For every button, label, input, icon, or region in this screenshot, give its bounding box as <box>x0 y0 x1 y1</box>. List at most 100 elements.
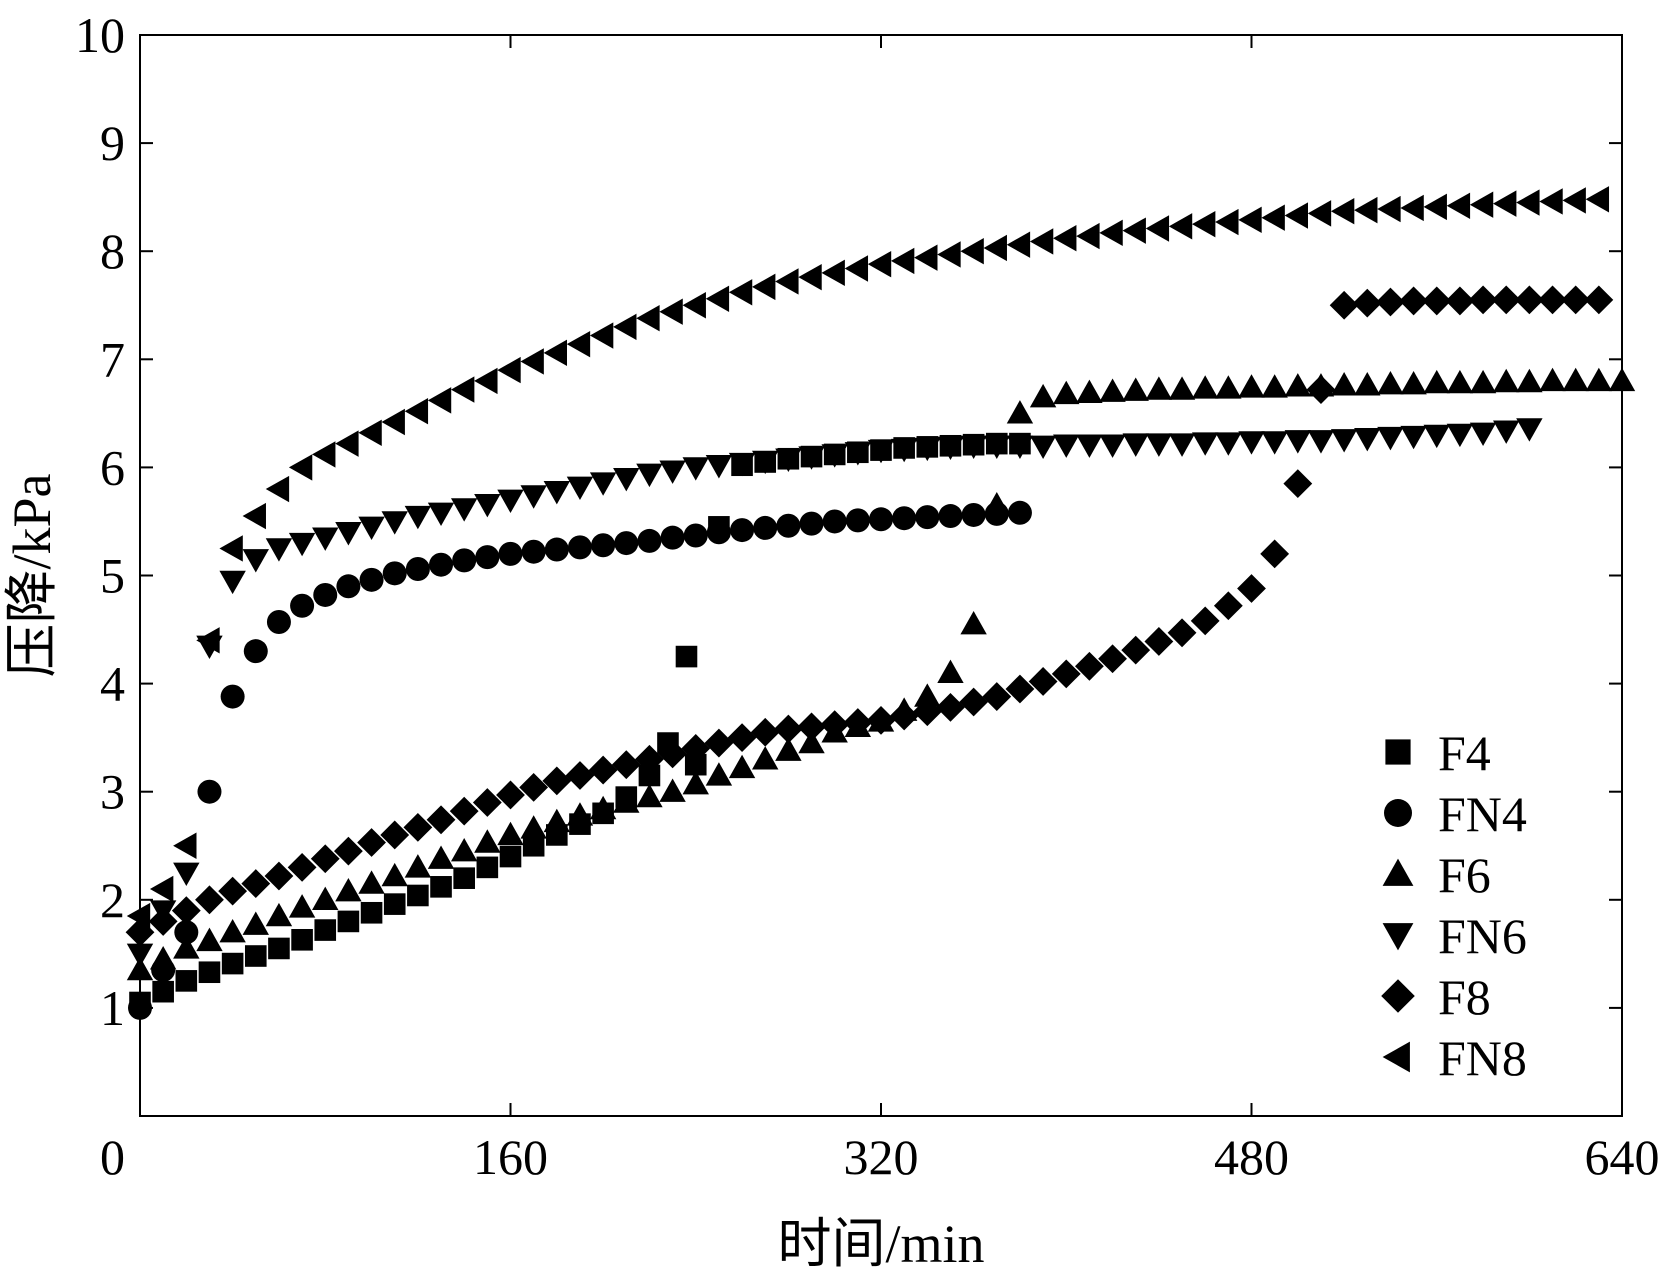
data-point-f8 <box>1028 667 1058 696</box>
data-point-f6 <box>1493 368 1520 393</box>
data-point-f8 <box>588 755 618 785</box>
data-point-fn4 <box>776 513 801 538</box>
data-point-fn8 <box>520 348 544 375</box>
data-point-fn4 <box>799 511 824 536</box>
data-point-f4 <box>383 893 406 915</box>
data-point-fn4 <box>405 557 430 582</box>
data-point-fn8 <box>288 454 313 481</box>
data-point-f8 <box>797 712 826 742</box>
data-point-fn6 <box>1191 432 1219 456</box>
data-point-f8 <box>1329 290 1359 320</box>
data-point-fn6 <box>1006 435 1034 459</box>
data-point-fn6 <box>914 437 941 462</box>
data-point-fn8 <box>1585 186 1610 213</box>
data-point-f4 <box>244 945 267 967</box>
data-point-f4 <box>476 856 499 879</box>
data-point-f8 <box>681 734 711 763</box>
data-point-fn8 <box>427 387 452 414</box>
data-point-fn6 <box>1261 431 1288 455</box>
data-point-f6 <box>914 683 941 707</box>
data-point-fn6 <box>636 463 663 488</box>
data-point-fn4 <box>637 528 662 553</box>
data-point-f8 <box>1514 285 1544 315</box>
data-point-f8 <box>1190 606 1220 636</box>
data-point-f8 <box>171 896 201 926</box>
data-point-f6 <box>173 935 200 959</box>
data-point-f8 <box>1075 651 1104 681</box>
data-point-fn4 <box>336 574 361 599</box>
legend-marker-fn6 <box>1382 923 1414 951</box>
data-point-fn4 <box>961 502 986 527</box>
data-point-fn4 <box>591 533 616 558</box>
data-point-f4 <box>152 980 174 1003</box>
data-point-f8 <box>1144 627 1174 656</box>
data-point-fn6 <box>427 502 455 527</box>
data-point-fn8 <box>1122 217 1146 244</box>
data-point-f4 <box>337 910 360 933</box>
data-point-f8 <box>750 717 780 747</box>
data-point-f8 <box>1098 644 1127 674</box>
data-point-fn8 <box>1099 219 1123 247</box>
legend-marker-f6 <box>1382 858 1414 886</box>
legend-label-fn4: FN4 <box>1438 786 1527 842</box>
y-tick-label: 1 <box>100 980 125 1036</box>
data-point-fn4 <box>498 541 523 566</box>
legend-entry-fn6: FN6 <box>1382 908 1527 964</box>
x-axis-title: 时间/min <box>777 1214 984 1274</box>
data-point-fn6 <box>705 455 733 479</box>
data-point-fn6 <box>1284 430 1312 454</box>
data-point-fn6 <box>288 532 316 557</box>
data-point-f4 <box>198 961 221 984</box>
data-point-fn6 <box>265 538 293 562</box>
data-point-fn6 <box>242 549 269 573</box>
data-point-f6 <box>1215 375 1242 399</box>
data-point-fn6 <box>1215 432 1242 456</box>
data-point-f8 <box>912 697 942 727</box>
data-point-fn6 <box>450 498 478 522</box>
data-point-fn8 <box>1539 188 1563 215</box>
data-point-fn6 <box>173 862 200 886</box>
data-point-fn6 <box>497 489 524 514</box>
series-fn8 <box>126 186 1610 930</box>
data-point-fn6 <box>312 527 339 551</box>
data-point-f6 <box>798 729 825 754</box>
data-point-fn4 <box>452 548 477 573</box>
data-point-f6 <box>288 894 316 918</box>
data-point-f6 <box>450 837 478 862</box>
y-tick-label: 10 <box>75 7 125 63</box>
data-point-fn4 <box>567 535 592 560</box>
data-point-fn6 <box>1469 422 1497 447</box>
legend-entry-f6: F6 <box>1382 847 1491 903</box>
data-point-fn6 <box>821 444 848 468</box>
data-point-fn4 <box>1007 500 1032 525</box>
data-point-fn6 <box>1307 430 1335 454</box>
data-point-f8 <box>310 844 340 874</box>
data-point-fn8 <box>636 305 660 332</box>
data-point-f6 <box>1400 370 1427 395</box>
data-point-f8 <box>1051 659 1081 689</box>
data-point-fn4 <box>174 920 199 945</box>
data-point-f4 <box>221 952 244 975</box>
data-point-fn4 <box>822 509 847 534</box>
data-point-fn8 <box>312 441 336 468</box>
data-point-f6 <box>1330 372 1358 396</box>
data-point-fn6 <box>335 522 362 546</box>
data-point-fn6 <box>659 460 686 484</box>
data-point-fn8 <box>1400 194 1424 222</box>
data-point-fn6 <box>1076 434 1103 458</box>
data-point-f8 <box>1538 285 1567 315</box>
data-point-f8 <box>403 812 433 842</box>
legend-entry-f8: F8 <box>1381 969 1491 1025</box>
data-point-fn6 <box>752 450 779 475</box>
data-point-fn4 <box>521 539 546 564</box>
series-f8 <box>125 285 1614 947</box>
data-point-f6 <box>1261 374 1288 398</box>
data-point-f6 <box>1076 379 1103 404</box>
data-point-fn8 <box>1423 193 1447 221</box>
data-point-fn8 <box>798 263 822 291</box>
data-point-fn6 <box>960 435 987 459</box>
data-point-fn8 <box>1354 196 1378 224</box>
data-point-fn8 <box>1284 202 1309 229</box>
data-point-f8 <box>936 692 965 722</box>
